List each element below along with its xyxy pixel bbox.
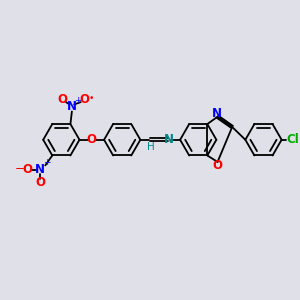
Text: Cl: Cl <box>286 133 299 146</box>
Text: O: O <box>35 176 45 190</box>
Text: O: O <box>87 133 97 146</box>
Text: O: O <box>213 160 223 172</box>
Text: •: • <box>88 94 94 103</box>
Text: +: + <box>75 96 82 105</box>
Text: N: N <box>164 133 174 146</box>
Text: −: − <box>15 162 25 175</box>
Text: N: N <box>67 100 77 113</box>
Text: +: + <box>43 158 50 167</box>
Text: O: O <box>23 163 33 176</box>
Text: N: N <box>35 163 45 176</box>
Text: O: O <box>79 93 89 106</box>
Text: N: N <box>212 107 222 120</box>
Text: O: O <box>58 93 68 106</box>
Text: H: H <box>147 142 155 152</box>
